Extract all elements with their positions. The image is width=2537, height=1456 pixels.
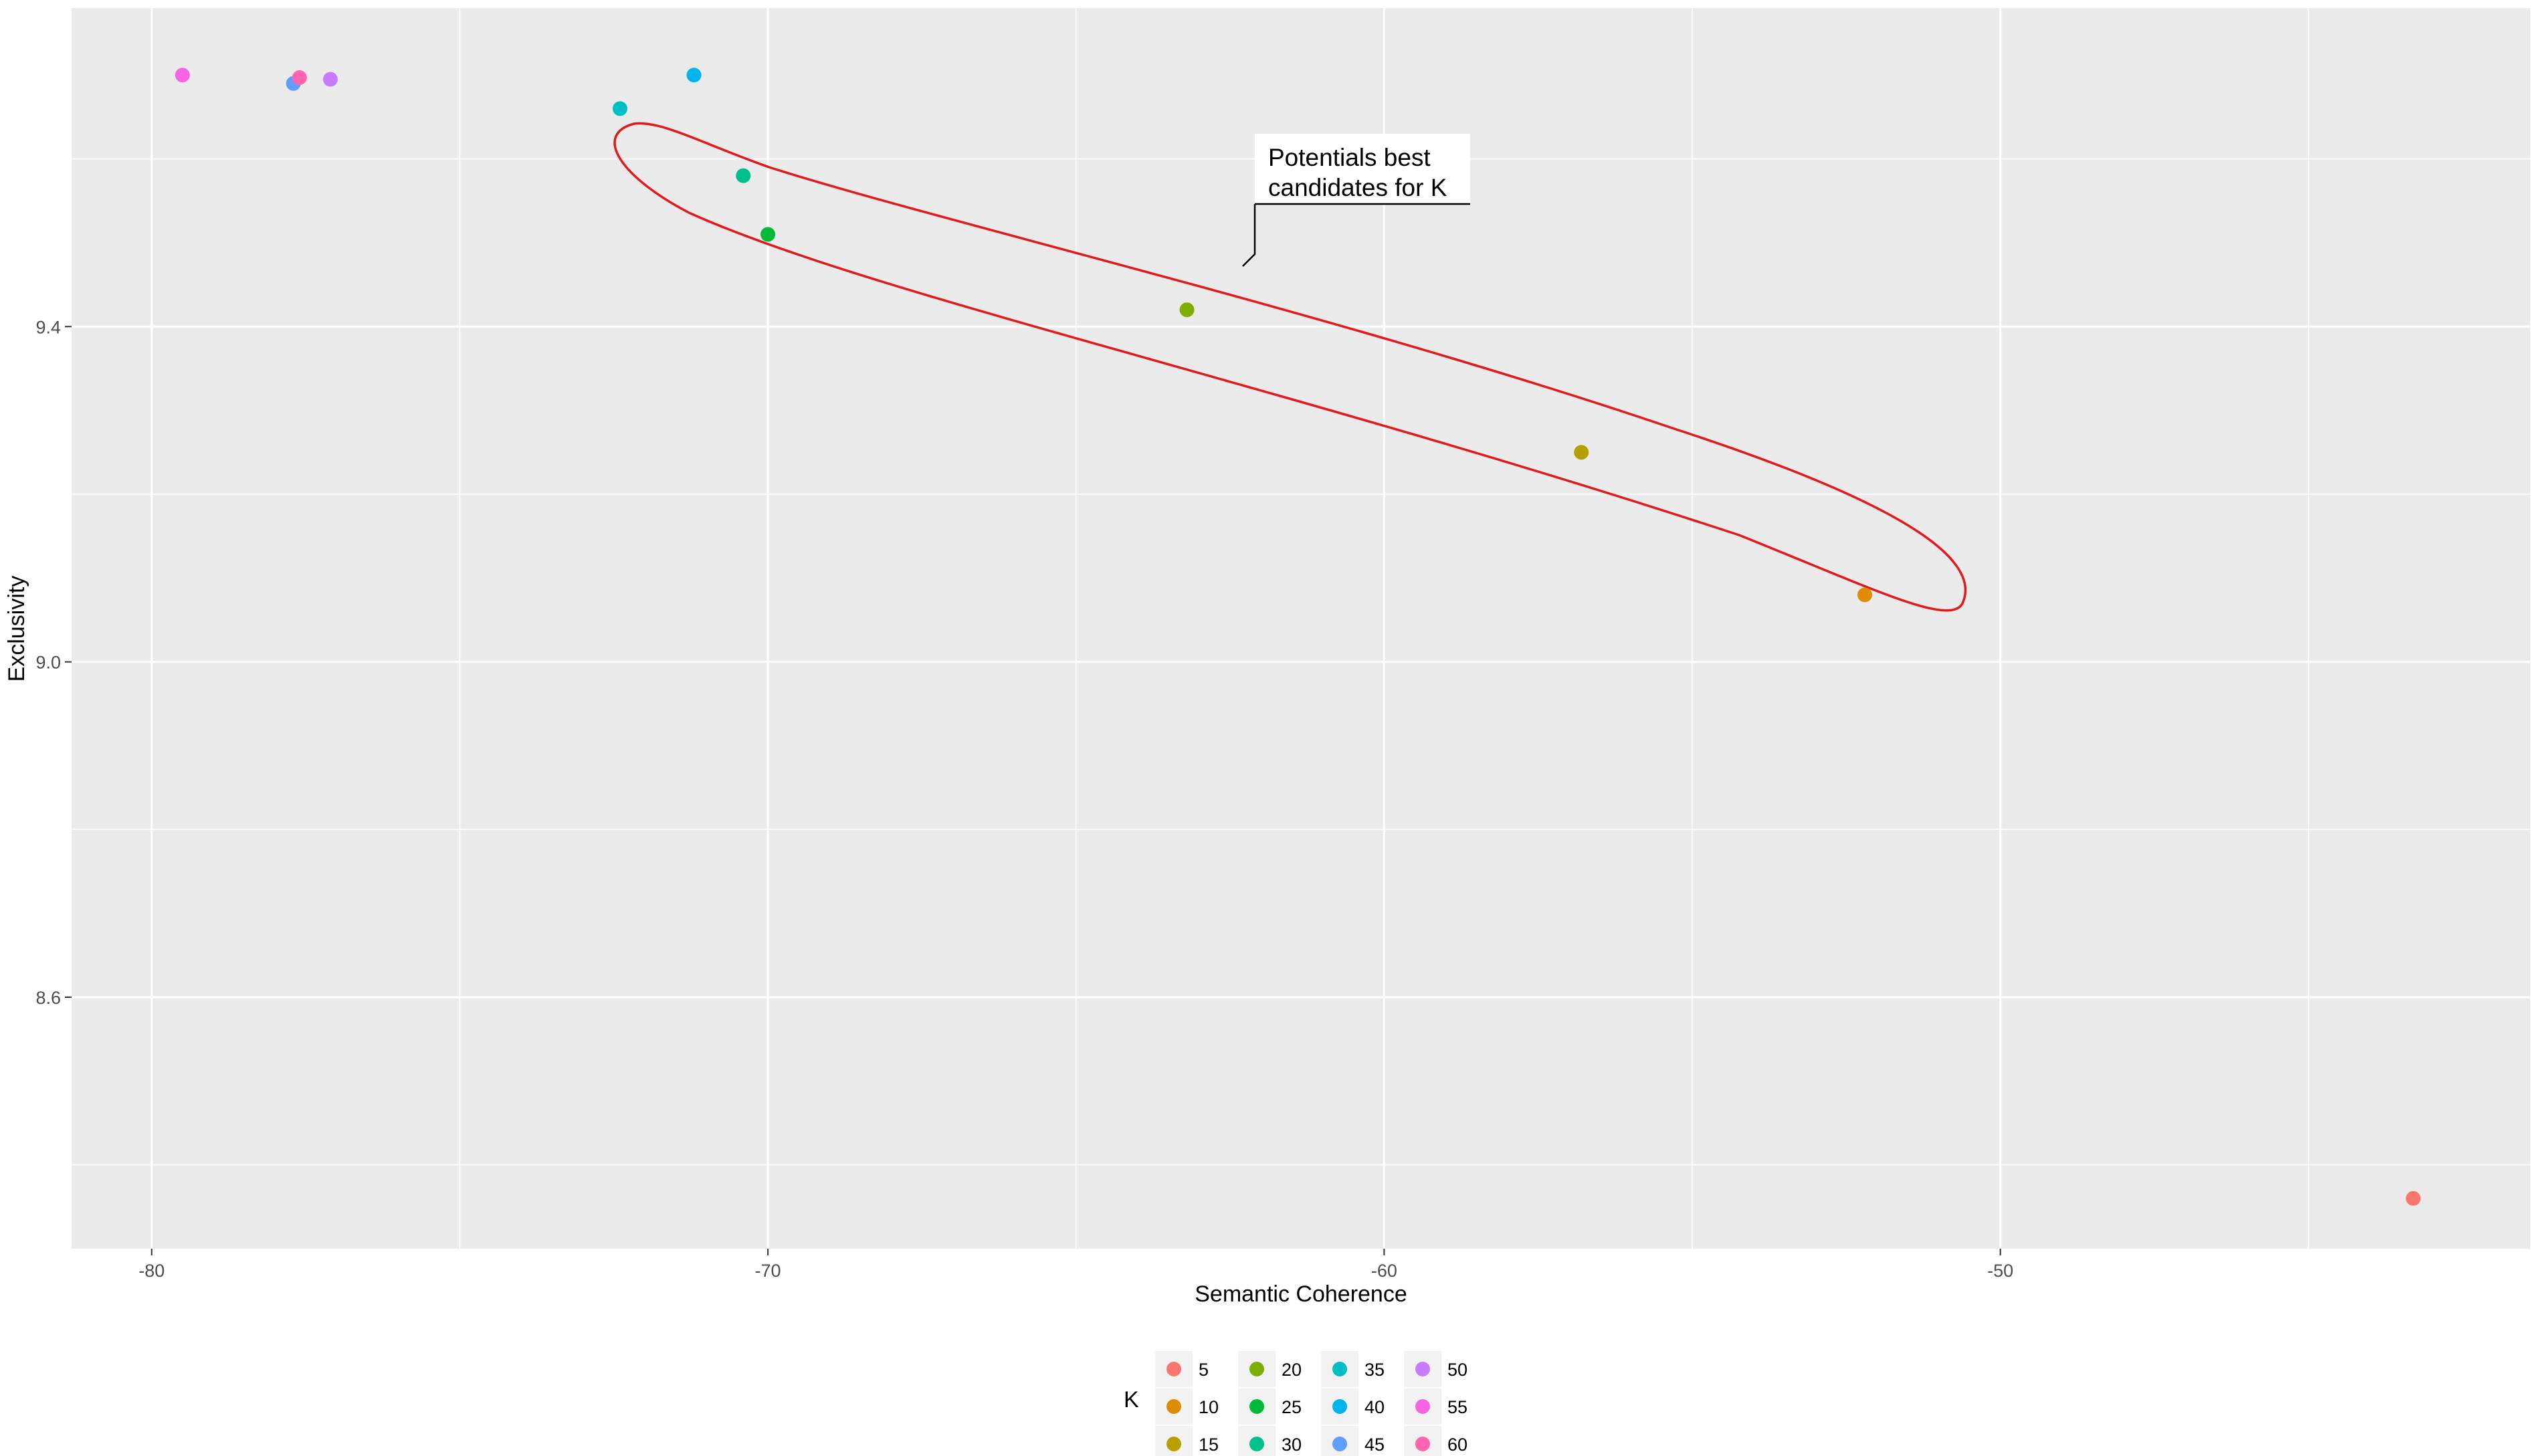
x-axis-ticks: -80 -70 -60 -50: [138, 1249, 2013, 1281]
legend-label-k55: 55: [1447, 1397, 1467, 1417]
data-point-k20: [1179, 302, 1195, 318]
legend-label-k40: 40: [1364, 1397, 1385, 1417]
legend-swatch-k20: [1249, 1362, 1264, 1376]
data-point-k10: [1857, 587, 1872, 603]
y-tick-label: 9.4: [35, 317, 61, 337]
candidate-ellipse: [613, 122, 1967, 612]
data-points: [175, 68, 2421, 1206]
legend-swatch-k15: [1166, 1437, 1181, 1451]
x-tick-label: -50: [1987, 1261, 2013, 1281]
legend-title: K: [1124, 1387, 1139, 1413]
legend-label-k20: 20: [1282, 1360, 1302, 1380]
legend-label-k15: 15: [1199, 1435, 1219, 1455]
y-tick-label: 9.0: [35, 653, 61, 673]
plot-panel: [72, 8, 2530, 1249]
callout-line-1: Potentials best: [1268, 144, 1431, 171]
callout-box: [1255, 134, 1470, 204]
legend-label-k60: 60: [1447, 1435, 1467, 1455]
legend: K 5 10 15 20 25 30 35 40 45 50 55 60: [1124, 1351, 1467, 1456]
y-axis-ticks: 8.6 9.0 9.4: [35, 317, 72, 1008]
legend-items: 5 10 15 20 25 30 35 40 45 50 55 60: [1155, 1351, 1467, 1456]
grid-minor: [72, 8, 2530, 1249]
x-tick-label: -80: [138, 1261, 165, 1281]
callout-line-2: candidates for K: [1268, 174, 1447, 201]
legend-swatch-k35: [1332, 1362, 1347, 1376]
x-tick-label: -60: [1371, 1261, 1397, 1281]
legend-label-k45: 45: [1364, 1435, 1385, 1455]
data-point-k15: [1574, 445, 1589, 460]
grid-major: [72, 8, 2530, 1249]
x-axis-title: Semantic Coherence: [1195, 1281, 1407, 1307]
legend-swatch-k50: [1415, 1362, 1430, 1376]
y-tick-label: 8.6: [35, 988, 61, 1008]
legend-swatch-k5: [1166, 1362, 1181, 1376]
data-point-k55: [175, 68, 190, 83]
data-point-k5: [2405, 1190, 2421, 1206]
legend-label-k10: 10: [1199, 1397, 1219, 1417]
legend-swatch-k25: [1249, 1399, 1264, 1414]
legend-swatch-k45: [1332, 1437, 1347, 1451]
legend-swatch-k55: [1415, 1399, 1430, 1414]
data-point-k60: [292, 70, 307, 86]
data-point-k40: [686, 68, 702, 83]
y-axis-title: Exclusivity: [4, 576, 29, 682]
legend-label-k35: 35: [1364, 1360, 1385, 1380]
data-point-k50: [322, 72, 338, 87]
legend-label-k30: 30: [1282, 1435, 1302, 1455]
callout-pointer: [1242, 204, 1256, 267]
legend-label-k5: 5: [1199, 1360, 1209, 1380]
annotation-callout: Potentials best candidates for K: [1242, 134, 1470, 267]
x-tick-label: -70: [755, 1261, 781, 1281]
legend-swatch-k30: [1249, 1437, 1264, 1451]
data-point-k25: [760, 227, 776, 242]
legend-swatch-k60: [1415, 1437, 1430, 1451]
data-point-k30: [736, 168, 751, 183]
legend-swatch-k10: [1166, 1399, 1181, 1414]
legend-label-k25: 25: [1282, 1397, 1302, 1417]
legend-label-k50: 50: [1447, 1360, 1467, 1380]
data-point-k35: [612, 101, 627, 116]
legend-swatch-k40: [1332, 1399, 1347, 1414]
